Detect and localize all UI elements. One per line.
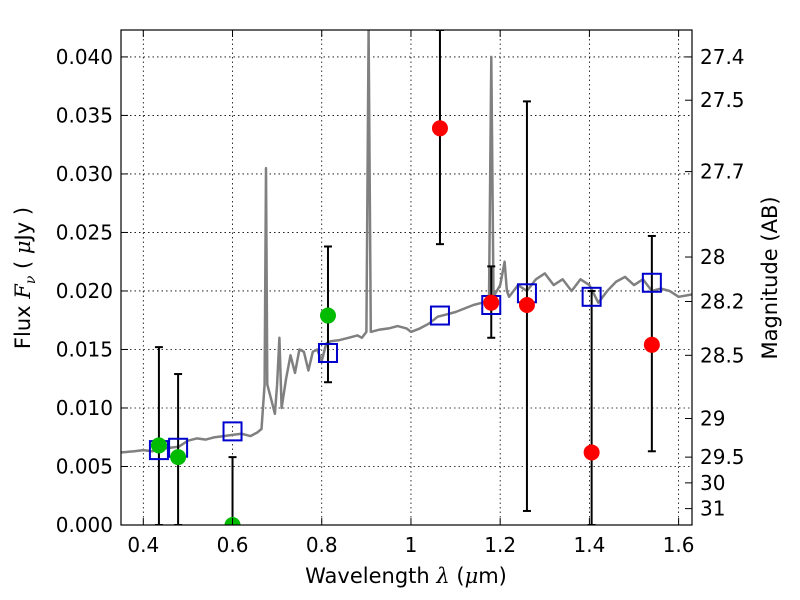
- observed-point-marker: [150, 437, 167, 454]
- right-tick-label: 27.5: [700, 88, 745, 112]
- y-tick-label: 0.005: [56, 454, 113, 478]
- right-tick-label: 28.5: [700, 343, 745, 367]
- x-tick-label: 1.2: [484, 533, 516, 557]
- grid: [121, 30, 692, 526]
- x-tick-label: 1.6: [663, 533, 695, 557]
- model-square-marker: [222, 421, 243, 442]
- y-tick-label: 0.015: [56, 337, 113, 361]
- x-tick-label: 0.8: [306, 533, 338, 557]
- sed-line: [121, 30, 692, 454]
- observed-point-marker: [483, 294, 500, 311]
- plot-frame: [120, 29, 693, 526]
- right-tick-label: 27.7: [700, 160, 745, 184]
- ticks: 0.4 0.6 0.8 1 1.2 1.4 1.6 0.000 0.005 0.010 0.015 0…: [56, 30, 745, 557]
- observed-point-marker: [518, 297, 535, 313]
- model-square-marker: [581, 286, 602, 307]
- right-tick-label: 30: [700, 471, 725, 495]
- right-tick-label: 28.2: [700, 289, 745, 313]
- right-tick-label: 31: [700, 497, 725, 521]
- observed-point-marker: [170, 449, 187, 466]
- observed-point-marker: [319, 307, 336, 324]
- model-square-marker: [429, 305, 450, 326]
- right-tick-label: 27.4: [700, 45, 745, 69]
- right-tick-label: 29: [700, 407, 725, 431]
- model-square-marker: [641, 272, 662, 293]
- x-tick-label: 1.4: [573, 533, 605, 557]
- plot-area: [121, 30, 692, 525]
- observed-point-marker: [431, 120, 448, 137]
- y-tick-label: 0.030: [56, 162, 113, 186]
- y-axis-title-right: Magnitude (AB): [758, 196, 782, 359]
- x-tick-label: 0.6: [217, 533, 249, 557]
- y-tick-label: 0.025: [56, 220, 113, 244]
- x-tick-label: 0.4: [127, 533, 159, 557]
- right-tick-label: 29.5: [700, 445, 745, 469]
- y-tick-label: 0.010: [56, 396, 113, 420]
- model-square-marker: [317, 342, 338, 363]
- observed-point-marker: [583, 444, 600, 461]
- y-tick-label: 0.000: [56, 513, 113, 537]
- y-tick-label: 0.040: [56, 45, 113, 69]
- right-tick-label: 28: [700, 245, 725, 269]
- y-tick-label: 0.020: [56, 279, 113, 303]
- observed-point-marker: [643, 336, 660, 353]
- y-tick-label: 0.035: [56, 103, 113, 127]
- x-tick-label: 1: [405, 533, 418, 557]
- x-axis-title: Wavelength λ (μm): [305, 564, 507, 588]
